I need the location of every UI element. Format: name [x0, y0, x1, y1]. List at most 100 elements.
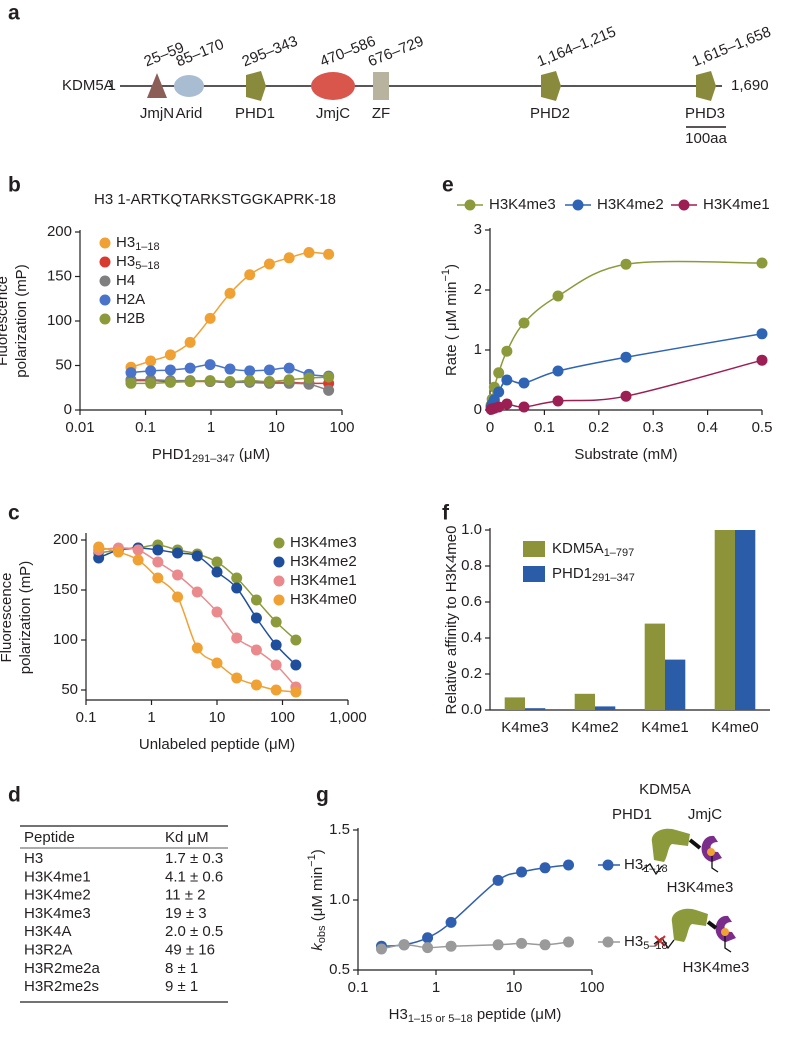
y-tick-label: 2 [474, 281, 482, 298]
legend-swatch [523, 541, 545, 557]
domain-name: PHD3 [685, 105, 725, 122]
y-tick-label: 0.5 [329, 961, 350, 978]
data-point [172, 547, 184, 559]
peptide [653, 937, 675, 950]
domain-range: 85–170 [174, 36, 227, 71]
fit-curve [98, 546, 296, 693]
x-tick-label: 100 [270, 709, 295, 726]
data-point [270, 616, 282, 628]
domain-shape [246, 71, 266, 101]
data-point [323, 371, 335, 383]
data-point [164, 364, 176, 376]
table-header: Kd μM [165, 829, 209, 846]
data-point [231, 582, 243, 594]
data-point [492, 874, 504, 886]
data-point [244, 365, 256, 377]
legend-marker [464, 199, 476, 211]
data-point [445, 916, 457, 928]
legend-marker [99, 256, 111, 268]
y-tick-label: 0.4 [461, 629, 482, 646]
data-point [211, 566, 223, 578]
table-cell: 11 ± 2 [165, 887, 205, 904]
text-part: −1 [440, 269, 452, 282]
data-point [145, 355, 157, 367]
data-point [493, 367, 505, 379]
data-point [552, 365, 564, 377]
data-point [231, 632, 243, 644]
data-point [270, 684, 282, 696]
chart-subtitle: H3 1-ARTKQTARKSTGGKAPRK-18 [94, 191, 336, 208]
data-point [224, 363, 236, 375]
text-part: PHD1 [552, 565, 592, 582]
text-part: 1–18 [135, 241, 159, 253]
diagram-label: H3K4me3 [667, 879, 734, 896]
data-point [493, 386, 505, 398]
panel-label: c [8, 502, 20, 525]
x-tick-label: 0.1 [534, 419, 555, 436]
x-tick-label: 10 [268, 419, 285, 436]
x-axis-label: Substrate (mM) [574, 446, 677, 463]
panel-label: f [442, 502, 450, 525]
data-point [263, 376, 275, 388]
domain-name: JmjC [316, 105, 350, 122]
text-part: Rate ( μM min [443, 282, 460, 377]
data-point [231, 572, 243, 584]
text-part: (μM min [309, 867, 326, 926]
y-tick-label: 150 [53, 581, 78, 598]
y-tick-label: 1.0 [461, 521, 482, 538]
bar [595, 706, 616, 710]
x-tick-label: 0.5 [752, 419, 773, 436]
data-point [211, 556, 223, 568]
domain-name: PHD1 [235, 105, 275, 122]
data-point [145, 377, 157, 389]
x-tick-label: 0.4 [697, 419, 718, 436]
series-label: H35–18 [624, 933, 668, 952]
data-point [211, 606, 223, 618]
data-point [539, 862, 551, 874]
x-tick-label: K4me3 [501, 719, 549, 736]
y-tick-label: 1 [474, 341, 482, 358]
data-point [244, 375, 256, 387]
data-point [152, 544, 164, 556]
bar [714, 530, 735, 710]
data-point [445, 940, 457, 952]
peptide [641, 863, 663, 876]
data-point [204, 312, 216, 324]
y-axis-label: Rate ( μM min−1) [440, 264, 460, 376]
data-point [492, 939, 504, 951]
y-axis-label: Fluorescence [0, 276, 11, 366]
data-point [283, 374, 295, 386]
data-point [290, 659, 302, 671]
legend-marker [572, 199, 584, 211]
jmjc-shape [701, 835, 722, 862]
text-part: H3 [624, 856, 643, 873]
data-point [303, 372, 315, 384]
panel-label: e [442, 174, 454, 197]
y-axis-label: polarization (mP) [17, 561, 34, 674]
text-part: H3 [116, 253, 135, 270]
y-tick-label: 0.0 [461, 701, 482, 718]
data-point [516, 937, 528, 949]
data-point [270, 639, 282, 651]
y-tick-label: 1.0 [329, 891, 350, 908]
table-header: Peptide [24, 829, 75, 846]
legend-label: H3K4me2 [290, 553, 357, 570]
text-part: 5–18 [643, 940, 667, 952]
legend-label: PHD1291–347 [552, 565, 635, 584]
legend-marker [602, 936, 614, 948]
data-point [283, 252, 295, 264]
x-tick-label: 10 [506, 979, 523, 996]
data-point [125, 377, 137, 389]
table-cell: 8 ± 1 [165, 960, 198, 977]
text-part: H3 [389, 1006, 408, 1023]
text-part: 1–18 [643, 863, 667, 875]
substrate-dot [721, 928, 729, 936]
peptide [724, 936, 732, 953]
bar [735, 530, 756, 710]
data-point [191, 550, 203, 562]
text-part: obs [316, 925, 328, 943]
data-point [184, 376, 196, 388]
y-tick-label: 150 [47, 267, 72, 284]
legend-label: H2A [116, 291, 145, 308]
x-tick-label: 1 [207, 419, 215, 436]
